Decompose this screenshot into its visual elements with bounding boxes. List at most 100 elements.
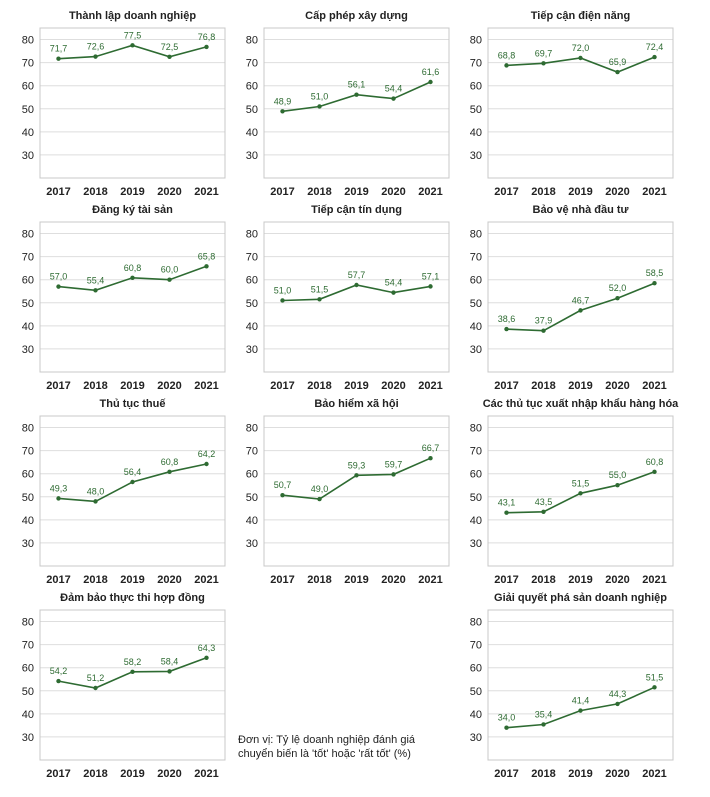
y-tick-label: 50 <box>470 298 482 310</box>
data-label: 44,3 <box>609 689 627 699</box>
data-label: 72,6 <box>87 42 105 52</box>
y-tick-label: 50 <box>22 104 34 116</box>
y-tick-label: 80 <box>246 229 258 241</box>
y-tick-label: 30 <box>246 150 258 162</box>
data-label: 64,2 <box>198 449 216 459</box>
chart-title: Thành lập doanh nghiệp <box>69 10 196 22</box>
series-line <box>506 686 655 729</box>
data-label: 59,3 <box>348 460 366 470</box>
data-label: 57,1 <box>422 271 440 281</box>
y-tick-label: 30 <box>22 150 34 162</box>
y-tick-label: 80 <box>246 35 258 47</box>
chart-title: Bảo hiểm xã hội <box>314 398 398 410</box>
data-label: 68,8 <box>498 50 516 60</box>
plot-frame <box>487 221 674 373</box>
x-tick-label: 2019 <box>568 768 592 780</box>
plot-frame <box>39 27 226 179</box>
data-point <box>652 685 657 690</box>
y-tick-label: 60 <box>22 663 34 675</box>
data-point <box>130 479 135 485</box>
chart-panel: Bảo hiểm xã hội 30 40 50 60 70 80 2017 2018 2019 2… <box>246 398 450 586</box>
y-tick-label: 40 <box>470 709 482 721</box>
x-tick-label: 2021 <box>642 768 666 780</box>
data-point <box>167 277 172 282</box>
data-point <box>391 96 396 101</box>
data-label: 65,8 <box>198 251 216 261</box>
data-label: 43,1 <box>498 498 516 508</box>
x-tick-label: 2018 <box>307 380 331 392</box>
x-tick-label: 2018 <box>307 186 331 198</box>
plot-frame <box>487 609 674 761</box>
x-tick-label: 2020 <box>157 380 181 392</box>
data-point <box>317 496 322 502</box>
y-tick-label: 60 <box>246 81 258 93</box>
data-point <box>93 288 98 293</box>
data-point <box>578 708 583 713</box>
x-tick-label: 2020 <box>381 380 405 392</box>
x-tick-label: 2021 <box>194 574 218 586</box>
chart-title: Tiếp cận tín dụng <box>311 204 402 216</box>
y-tick-label: 60 <box>246 275 258 287</box>
y-tick-label: 70 <box>22 640 34 652</box>
data-point <box>652 280 657 286</box>
data-point <box>280 109 285 114</box>
data-label: 72,0 <box>572 43 590 53</box>
data-point <box>391 472 396 477</box>
y-tick-label: 80 <box>470 35 482 47</box>
data-point <box>204 264 209 269</box>
y-tick-label: 40 <box>246 515 258 527</box>
data-label: 58,5 <box>646 268 664 278</box>
data-point <box>504 725 509 730</box>
x-tick-label: 2017 <box>494 186 518 198</box>
data-label: 51,5 <box>311 284 329 294</box>
data-point <box>652 469 657 475</box>
x-tick-label: 2018 <box>531 574 555 586</box>
chart-title: Cấp phép xây dựng <box>305 10 408 22</box>
chart-panel: Thủ tục thuế 30 40 50 60 70 80 2017 2018 2019 2020… <box>22 398 226 586</box>
y-tick-label: 50 <box>22 298 34 310</box>
data-label: 56,4 <box>124 467 142 477</box>
data-label: 69,7 <box>535 48 553 58</box>
data-label: 60,8 <box>161 457 179 467</box>
y-tick-label: 80 <box>22 35 34 47</box>
data-point <box>56 496 61 501</box>
y-tick-label: 60 <box>470 663 482 675</box>
data-label: 51,5 <box>572 478 590 488</box>
data-label: 49,3 <box>50 483 68 493</box>
x-tick-label: 2020 <box>605 186 629 198</box>
x-tick-label: 2017 <box>270 380 294 392</box>
plot-frame <box>487 27 674 179</box>
plot-frame <box>39 415 226 567</box>
y-tick-label: 70 <box>22 252 34 264</box>
y-tick-label: 30 <box>246 344 258 356</box>
y-tick-label: 30 <box>22 344 34 356</box>
data-point <box>541 61 546 66</box>
data-point <box>652 54 657 60</box>
x-tick-label: 2017 <box>494 380 518 392</box>
y-tick-label: 60 <box>22 469 34 481</box>
y-tick-label: 30 <box>246 538 258 550</box>
y-tick-label: 70 <box>470 252 482 264</box>
data-point <box>615 69 620 75</box>
data-label: 72,5 <box>161 42 179 52</box>
x-tick-label: 2019 <box>344 574 368 586</box>
x-tick-label: 2017 <box>270 574 294 586</box>
plot-frame <box>39 609 226 761</box>
data-label: 55,4 <box>87 275 105 285</box>
x-tick-label: 2017 <box>46 574 70 586</box>
data-label: 71,7 <box>50 44 68 54</box>
y-tick-label: 40 <box>22 321 34 333</box>
x-tick-label: 2021 <box>418 380 442 392</box>
x-tick-label: 2021 <box>642 380 666 392</box>
data-label: 49,0 <box>311 484 329 494</box>
data-label: 65,9 <box>609 57 627 67</box>
chart-panel: Bảo vệ nhà đầu tư 30 40 50 60 70 80 2017 2018 201… <box>470 204 674 392</box>
data-point <box>428 284 433 289</box>
data-point <box>541 509 546 514</box>
y-tick-label: 70 <box>470 446 482 458</box>
y-tick-label: 60 <box>470 275 482 287</box>
data-label: 76,8 <box>198 32 216 42</box>
x-tick-label: 2018 <box>307 574 331 586</box>
x-tick-label: 2019 <box>120 380 144 392</box>
